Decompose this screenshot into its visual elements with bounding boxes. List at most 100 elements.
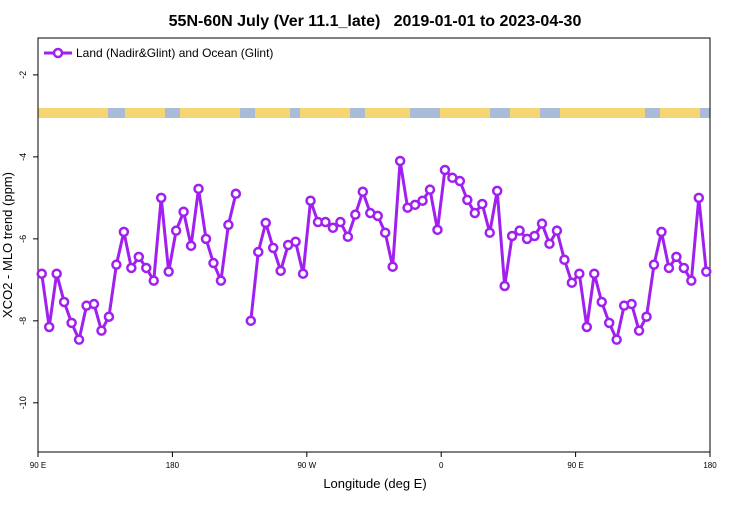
data-point — [693, 192, 705, 204]
data-point — [103, 311, 115, 322]
data-point — [439, 164, 451, 176]
data-point — [611, 334, 622, 345]
data-point — [342, 231, 354, 243]
data-point — [51, 268, 62, 279]
data-point — [200, 233, 212, 245]
legend-label: Land (Nadir&Glint) and Ocean (Glint) — [76, 46, 273, 60]
data-point — [514, 225, 525, 236]
data-point — [417, 195, 428, 206]
data-point — [626, 298, 637, 310]
x-tick-label: 180 — [703, 461, 717, 470]
x-tick-label: 90 E — [567, 461, 583, 470]
data-point — [223, 219, 234, 231]
data-point — [409, 199, 421, 211]
data-point — [327, 222, 339, 234]
data-point — [372, 210, 383, 222]
y-tick-label: -4 — [18, 153, 28, 161]
data-point — [118, 226, 130, 238]
x-tick-label: 0 — [439, 461, 444, 470]
data-point — [357, 186, 369, 197]
data-point — [126, 262, 137, 274]
data-point — [379, 227, 391, 238]
data-point — [574, 268, 585, 279]
data-point — [43, 321, 55, 333]
data-point — [544, 238, 555, 250]
data-point — [656, 226, 667, 238]
data-point — [686, 275, 697, 286]
x-tick-label: 90 E — [30, 461, 46, 470]
data-point — [208, 257, 219, 269]
data-point — [641, 311, 652, 322]
data-point — [178, 206, 189, 218]
y-tick-label: -8 — [18, 317, 28, 325]
data-point — [141, 262, 152, 274]
data-point — [230, 188, 242, 200]
y-tick-label: -2 — [18, 71, 28, 79]
data-point — [111, 259, 122, 270]
data-point — [424, 184, 436, 195]
data-point — [484, 227, 495, 238]
chart-title: 55N-60N July (Ver 11.1_late) 2019-01-01 … — [169, 13, 582, 30]
data-point — [603, 317, 615, 329]
data-point — [133, 251, 145, 263]
y-tick-label: -10 — [18, 396, 28, 409]
data-point — [163, 266, 174, 277]
data-point — [253, 246, 264, 258]
data-point — [469, 207, 481, 219]
data-point — [155, 192, 167, 204]
y-axis-label: XCO2 - MLO trend (ppm) — [0, 172, 15, 318]
data-point — [73, 334, 85, 345]
data-point — [701, 266, 712, 277]
data-point — [491, 185, 503, 197]
data-point — [663, 262, 675, 274]
data-point — [589, 268, 600, 279]
data-point — [387, 261, 398, 272]
data-point — [462, 194, 473, 206]
x-axis-label: Longitude (deg E) — [323, 476, 426, 491]
data-point — [529, 230, 540, 242]
data-point — [275, 265, 286, 277]
plot-frame — [37, 37, 711, 453]
data-point — [350, 209, 361, 220]
x-tick-label: 180 — [166, 461, 180, 470]
data-point — [170, 225, 182, 236]
data-point — [36, 268, 47, 279]
data-point — [335, 216, 346, 228]
data-point — [596, 296, 607, 308]
data-point — [394, 155, 406, 167]
data-point — [559, 254, 570, 266]
data-point — [633, 325, 645, 336]
data-point — [506, 230, 518, 242]
data-point — [678, 262, 690, 274]
data-point — [215, 275, 227, 286]
data-point — [193, 183, 204, 195]
land-ocean-strip — [38, 108, 710, 118]
data-point — [581, 321, 593, 333]
data-point — [58, 296, 70, 308]
data-point — [320, 216, 331, 228]
data-point — [185, 240, 197, 252]
data-point — [66, 317, 77, 329]
legend-marker — [52, 47, 64, 59]
y-tick-label: -6 — [18, 235, 28, 243]
x-tick-label: 90 W — [297, 461, 316, 470]
data-point — [290, 236, 301, 247]
data-point — [305, 195, 316, 206]
data-point — [260, 217, 271, 229]
data-point — [648, 259, 660, 270]
data-point — [671, 251, 682, 263]
data-point — [536, 218, 548, 229]
data-point — [267, 242, 279, 254]
data-point — [566, 277, 578, 288]
data-point — [148, 275, 159, 286]
data-point — [499, 280, 510, 292]
data-point — [432, 224, 443, 236]
data-point — [551, 225, 563, 236]
data-point — [96, 325, 107, 336]
data-point — [454, 175, 466, 187]
data-point — [245, 315, 257, 327]
data-point — [297, 268, 309, 279]
data-point — [88, 298, 100, 310]
